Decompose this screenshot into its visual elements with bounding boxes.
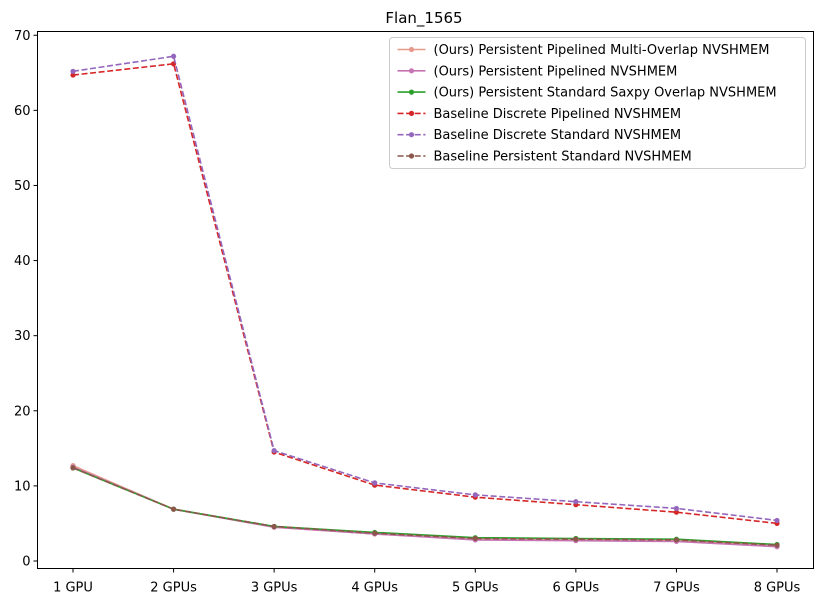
legend-label: (Ours) Persistent Pipelined NVSHMEM: [434, 64, 678, 79]
y-tick-label: 10: [14, 479, 31, 494]
x-tick-label: 8 GPUs: [754, 581, 801, 596]
series-line: [72, 467, 778, 546]
series-layer: [70, 53, 780, 550]
data-point: [70, 68, 76, 74]
legend-item: Baseline Discrete Standard NVSHMEM: [397, 128, 682, 143]
series-line: [72, 55, 778, 522]
y-tick-label: 40: [14, 254, 31, 269]
legend-item: Baseline Persistent Standard NVSHMEM: [397, 150, 692, 165]
data-point: [573, 499, 579, 505]
y-tick-label: 60: [14, 104, 31, 119]
legend-swatch-marker: [408, 46, 415, 53]
legend: (Ours) Persistent Pipelined Multi-Overla…: [389, 37, 806, 169]
legend-item: (Ours) Persistent Pipelined NVSHMEM: [397, 64, 678, 79]
legend-item: (Ours) Persistent Pipelined Multi-Overla…: [397, 43, 770, 58]
x-tick-label: 2 GPUs: [150, 581, 197, 596]
legend-swatch-marker: [408, 153, 415, 159]
plot-area-frame: [37, 31, 814, 569]
legend-label: Baseline Persistent Standard NVSHMEM: [434, 150, 692, 165]
series-group: [70, 465, 780, 548]
y-axis: 0 10 20 30 40 50 60 70: [14, 29, 38, 569]
legend-box: [389, 37, 806, 169]
data-point: [673, 537, 680, 543]
legend-label: (Ours) Persistent Standard Saxpy Overlap…: [434, 86, 777, 101]
x-tick-label: 5 GPUs: [452, 581, 499, 596]
legend-swatch-marker: [408, 68, 415, 74]
y-tick-label: 50: [14, 179, 31, 194]
series-line: [72, 62, 778, 525]
x-tick-label: 1 GPU: [53, 581, 93, 596]
y-tick-label: 70: [14, 29, 31, 44]
x-tick-label: 4 GPUs: [351, 581, 398, 596]
series-line: [72, 464, 778, 547]
legend-label: Baseline Discrete Standard NVSHMEM: [434, 128, 682, 143]
y-tick-label: 0: [22, 554, 30, 569]
legend-item: Baseline Discrete Pipelined NVSHMEM: [397, 107, 682, 122]
series-line: [72, 467, 778, 546]
data-point: [271, 523, 277, 530]
legend-swatch-marker: [408, 89, 415, 95]
legend-swatch-marker: [408, 132, 415, 138]
data-point: [472, 492, 478, 498]
y-tick-label: 30: [14, 329, 31, 344]
data-point: [774, 542, 780, 548]
y-tick-label: 20: [14, 404, 31, 419]
data-point: [170, 506, 177, 512]
series-group: [70, 465, 780, 548]
chart-title: Flan_1565: [385, 9, 462, 28]
data-point: [372, 530, 378, 536]
legend-item: (Ours) Persistent Standard Saxpy Overlap…: [397, 86, 777, 101]
data-point: [774, 517, 780, 524]
x-axis: 1 GPU 2 GPUs 3 GPUs 4 GPUs 5 GPUs 6 GPUs 7 GPU…: [53, 568, 801, 596]
data-point: [271, 447, 277, 454]
series-group: [70, 53, 780, 524]
data-point: [70, 465, 76, 471]
legend-swatch-marker: [408, 110, 415, 116]
x-tick-label: 7 GPUs: [653, 581, 700, 596]
legend-label: Baseline Discrete Pipelined NVSHMEM: [434, 107, 682, 122]
x-tick-label: 6 GPUs: [553, 581, 600, 596]
x-tick-label: 3 GPUs: [251, 581, 298, 596]
data-point: [70, 72, 76, 78]
data-point: [673, 509, 680, 515]
data-point: [372, 480, 378, 486]
legend-label: (Ours) Persistent Pipelined Multi-Overla…: [434, 43, 770, 58]
data-point: [472, 535, 478, 542]
data-point: [170, 53, 177, 59]
data-point: [573, 536, 579, 542]
data-point: [673, 505, 680, 512]
